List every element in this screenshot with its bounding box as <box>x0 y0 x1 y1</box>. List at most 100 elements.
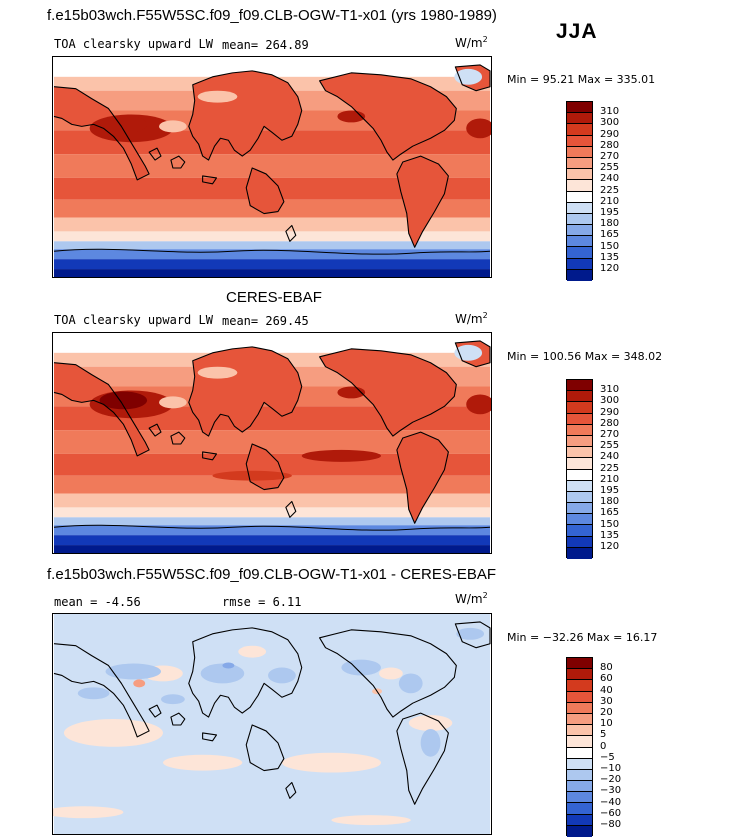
unit-label: W/m2 <box>455 591 488 606</box>
colorbar-level-label: 150 <box>600 518 620 530</box>
mean-value: mean = -4.56 <box>54 595 141 609</box>
colorbar-level-label: 0 <box>600 740 607 752</box>
map-image <box>53 614 491 834</box>
colorbar-swatch <box>567 169 592 181</box>
colorbar-level-label: 255 <box>600 162 620 174</box>
rmse-value: rmse = 6.11 <box>222 595 302 609</box>
colorbar-swatch <box>567 525 592 537</box>
colorbar-level-label: 165 <box>600 507 620 519</box>
colorbar-level-label: 195 <box>600 207 620 218</box>
colorbar <box>566 379 593 559</box>
colorbar-swatch <box>567 503 592 515</box>
colorbar-swatch <box>567 269 592 281</box>
colorbar-swatch <box>567 547 592 559</box>
colorbar-level-label: 280 <box>600 417 620 429</box>
map-image <box>53 57 491 277</box>
unit-label: W/m2 <box>455 311 488 326</box>
colorbar-swatch <box>567 124 592 136</box>
colorbar-level-label: 30 <box>600 695 613 707</box>
colorbar-level-label: 290 <box>600 406 620 418</box>
colorbar-level-label: 310 <box>600 106 620 118</box>
colorbar-level-label: 150 <box>600 240 620 252</box>
colorbar-level-label: 280 <box>600 139 620 151</box>
colorbar-swatch <box>567 814 592 826</box>
colorbar-level-label: 240 <box>600 173 620 185</box>
colorbar-level-label: 10 <box>600 718 613 730</box>
colorbar-level-label: 300 <box>600 117 620 129</box>
colorbar-level-label: 5 <box>600 729 607 741</box>
colorbar-level-label: 135 <box>600 529 620 541</box>
colorbar-swatch <box>567 736 592 748</box>
colorbar-swatch <box>567 380 592 392</box>
colorbar-swatch <box>567 258 592 270</box>
colorbar-swatch <box>567 536 592 548</box>
panel-title: f.e15b03wch.F55W5SC.f09_f09.CLB-OGW-T1-x… <box>47 566 497 583</box>
colorbar-level-label: 180 <box>600 496 620 508</box>
colorbar-level-label: 240 <box>600 451 620 463</box>
colorbar-level-label: 210 <box>600 195 620 207</box>
map-diff <box>52 613 492 835</box>
variable-label: TOA clearsky upward LW <box>54 313 213 327</box>
colorbar-level-label: 225 <box>600 462 620 474</box>
colorbar-swatch <box>567 435 592 448</box>
colorbar-level-label: 255 <box>600 440 620 452</box>
colorbar-level-label: 270 <box>600 151 620 162</box>
map-image <box>53 333 491 553</box>
colorbar-swatch <box>567 236 592 248</box>
colorbar-swatch <box>567 225 592 237</box>
map-obs <box>52 332 492 554</box>
colorbar-swatch <box>567 781 592 793</box>
colorbar-level-label: 135 <box>600 251 620 263</box>
colorbar-level-label: 180 <box>600 218 620 230</box>
colorbar-level-label: 165 <box>600 229 620 241</box>
colorbar-swatch <box>567 424 592 436</box>
colorbar <box>566 657 593 837</box>
season-label: JJA <box>556 20 598 43</box>
colorbar-swatch <box>567 447 592 459</box>
min-max-label: Min = 95.21 Max = 335.01 <box>507 73 656 86</box>
colorbar-level-label: −30 <box>600 785 622 797</box>
colorbar-level-label: −80 <box>600 819 622 830</box>
colorbar-level-label: 120 <box>600 541 620 552</box>
min-max-label: Min = −32.26 Max = 16.17 <box>507 631 658 644</box>
colorbar-level-label: −5 <box>600 751 615 763</box>
colorbar-level-label: 290 <box>600 128 620 140</box>
colorbar-level-label: 225 <box>600 184 620 196</box>
map-model <box>52 56 492 278</box>
colorbar-swatch <box>567 658 592 670</box>
colorbar-level-label: −40 <box>600 796 622 808</box>
colorbar-swatch <box>567 458 592 470</box>
colorbar-swatch <box>567 191 592 203</box>
colorbar-swatch <box>567 202 592 214</box>
colorbar-swatch <box>567 146 592 158</box>
colorbar-level-label: 20 <box>600 707 613 718</box>
colorbar-level-label: 80 <box>600 662 613 674</box>
colorbar-level-label: −20 <box>600 774 622 786</box>
mean-value: mean= 264.89 <box>222 38 309 52</box>
colorbar-level-label: 300 <box>600 395 620 407</box>
colorbar-swatch <box>567 758 592 770</box>
colorbar-level-label: 60 <box>600 673 613 685</box>
colorbar-level-label: 120 <box>600 263 620 274</box>
colorbar-swatch <box>567 803 592 815</box>
colorbar-swatch <box>567 213 592 226</box>
variable-label: TOA clearsky upward LW <box>54 37 213 51</box>
colorbar-swatch <box>567 102 592 114</box>
colorbar <box>566 101 593 281</box>
colorbar-swatch <box>567 391 592 403</box>
colorbar-swatch <box>567 113 592 125</box>
colorbar-level-label: 210 <box>600 473 620 485</box>
colorbar-swatch <box>567 402 592 414</box>
colorbar-swatch <box>567 480 592 492</box>
colorbar-level-label: 270 <box>600 429 620 440</box>
colorbar-level-label: −60 <box>600 807 622 819</box>
colorbar-swatch <box>567 469 592 481</box>
colorbar-level-label: −10 <box>600 763 622 774</box>
unit-label: W/m2 <box>455 35 488 50</box>
panel-title: f.e15b03wch.F55W5SC.f09_f09.CLB-OGW-T1-x… <box>47 7 497 24</box>
colorbar-swatch <box>567 702 592 714</box>
colorbar-swatch <box>567 135 592 147</box>
colorbar-swatch <box>567 413 592 425</box>
mean-value: mean= 269.45 <box>222 314 309 328</box>
colorbar-swatch <box>567 691 592 703</box>
